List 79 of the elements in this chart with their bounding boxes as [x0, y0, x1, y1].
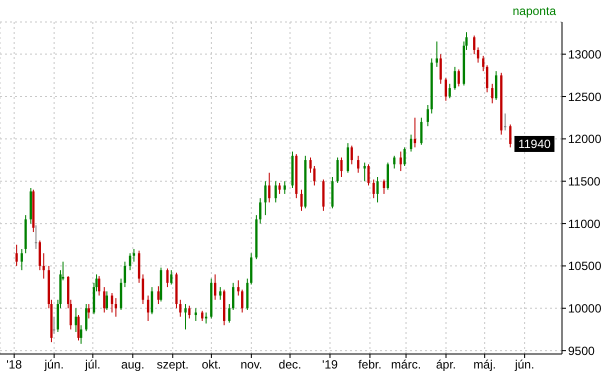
candlestick	[454, 66, 456, 90]
candlestick	[241, 289, 244, 313]
candlestick	[132, 248, 136, 262]
candlestick	[458, 68, 460, 87]
candlestick	[42, 252, 45, 280]
x-tick-label: nov.	[240, 358, 262, 372]
candlestick	[403, 146, 406, 166]
annotation: 11940	[518, 136, 552, 151]
x-tick-label: '19	[322, 358, 338, 372]
x-tick-label: febr.	[358, 358, 382, 372]
y-tick-label: 12000	[568, 132, 602, 146]
candlestick	[436, 40, 438, 68]
candlestick	[98, 276, 100, 296]
candlestick	[504, 112, 506, 131]
candlestick	[268, 172, 270, 203]
candlestick	[357, 155, 360, 174]
candlestick	[372, 179, 375, 199]
candlestick	[491, 83, 494, 104]
candlestick	[201, 310, 204, 322]
x-tick-label: júl.	[84, 358, 100, 372]
candlestick	[284, 180, 286, 194]
chart-subtitle: naponta	[512, 4, 556, 18]
candlestick	[103, 286, 106, 313]
x-tick-label: márc.	[391, 358, 422, 372]
candlestick	[386, 162, 390, 190]
candlestick	[313, 165, 316, 186]
x-tick-label: szept.	[156, 358, 189, 372]
candlestick	[393, 155, 396, 170]
candlestick	[259, 198, 262, 224]
candlestick	[346, 142, 350, 174]
candlestick	[444, 77, 448, 102]
candlestick	[350, 145, 353, 165]
candlestick	[20, 248, 23, 271]
y-tick-label: 10000	[568, 302, 602, 316]
candlestick	[204, 312, 208, 324]
candlestick	[264, 180, 267, 216]
y-tick-label: 13000	[568, 47, 602, 62]
candlestick	[114, 298, 118, 318]
candlestick	[106, 290, 108, 310]
candlestick	[509, 124, 512, 148]
candlestick	[426, 104, 429, 127]
candlestick	[219, 286, 222, 300]
candlestick	[482, 55, 484, 72]
x-tick-label: ápr.	[436, 358, 456, 372]
candlestick	[15, 244, 18, 266]
candlestick	[400, 151, 402, 172]
candlestick	[237, 280, 240, 296]
candlestick	[88, 304, 90, 319]
candlestick	[214, 274, 216, 300]
y-tick-label: 12500	[568, 90, 602, 104]
candlestick	[188, 305, 191, 319]
candlestick	[38, 240, 41, 271]
y-tick-label: 9500	[568, 344, 596, 358]
candlestick	[420, 117, 423, 146]
candlestick	[194, 308, 197, 322]
x-tick-label: aug.	[121, 358, 144, 372]
x-tick-label: '18	[6, 358, 22, 372]
candlestick	[170, 270, 172, 286]
candlestick	[486, 64, 488, 93]
candlestick	[448, 83, 451, 99]
candlestick	[146, 295, 150, 322]
x-tick-label: máj.	[473, 358, 496, 372]
candlestick	[124, 261, 126, 288]
x-tick-label: dec.	[278, 358, 302, 372]
candlestick	[232, 282, 234, 310]
x-tick-label: jún.	[514, 358, 534, 372]
x-tick-label: okt.	[202, 358, 222, 372]
x-tick-label: jún.	[43, 358, 64, 372]
candlestick	[85, 304, 88, 332]
candlestick	[228, 304, 230, 324]
candlestick	[179, 299, 182, 318]
y-tick-label: 10500	[568, 259, 602, 274]
candlestick	[473, 35, 476, 55]
candlestick	[440, 54, 442, 84]
y-tick-label: 11500	[568, 174, 601, 188]
y-tick-label: 11000	[568, 216, 601, 231]
candlestick	[363, 162, 366, 182]
candlestick	[274, 180, 277, 203]
candlestick	[494, 70, 498, 100]
